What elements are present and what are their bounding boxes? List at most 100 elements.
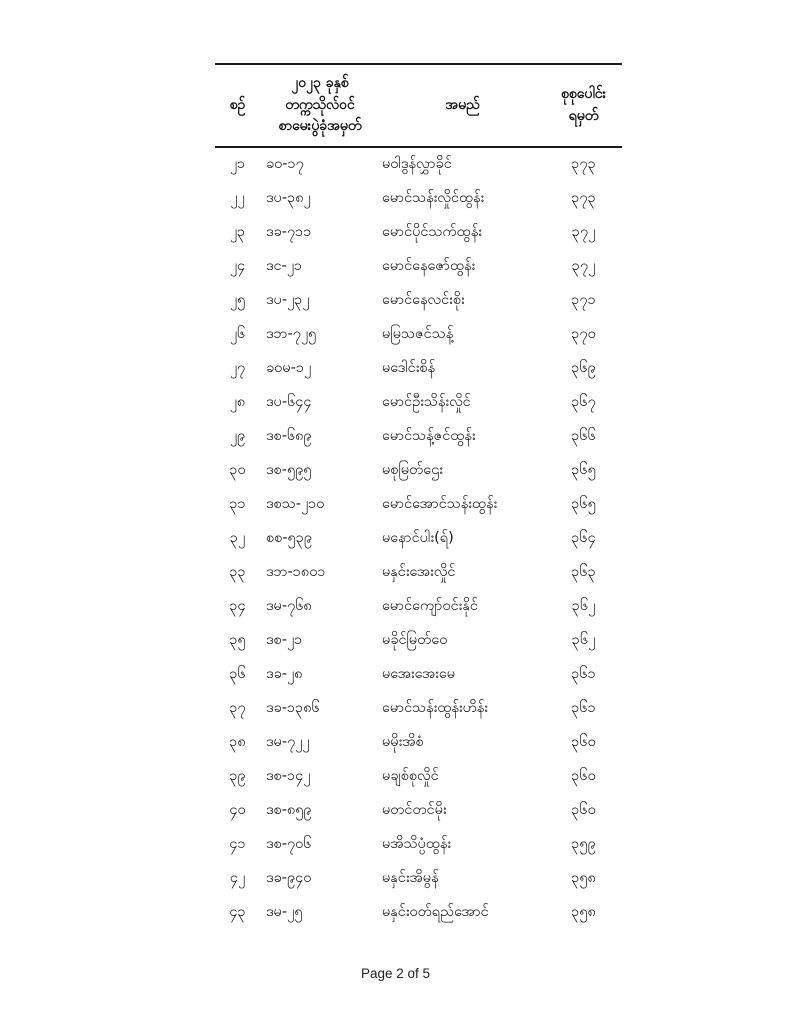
table-row: ၂၉ ဒစ-၆၈၉ မောင်သန့်ဇင်ထွန်း ၃၆၆ xyxy=(215,420,622,454)
cell-total-marks: ၃၆၃ xyxy=(571,563,596,580)
cell-roll-number: ဒပ-၃၈၂ xyxy=(266,189,311,206)
table-row: ၂၅ ဒပ-၂၃၂ မောင်နေလင်းစိုး ၃၇၁ xyxy=(215,284,622,318)
cell-roll-number: ဒပ-၂၃၂ xyxy=(266,291,310,308)
cell-total-marks: ၃၆၅ xyxy=(571,495,596,512)
cell-serial: ၃၈ xyxy=(229,733,246,750)
cell-roll-number: ဒစ-၅၉၅ xyxy=(266,461,312,478)
cell-name: မောင်ကျော်ဝင်းနိုင် xyxy=(382,597,478,614)
header-total-line1: စုစုပေါင်း xyxy=(560,85,607,102)
cell-serial: ၃၉ xyxy=(229,767,246,784)
cell-total-marks: ၃၅၈ xyxy=(571,903,596,920)
table-row: ၃၇ ဒခ-၁၃၈၆ မောင်သန်းထွန်းဟိန်း ၃၆၁ xyxy=(215,692,622,726)
table-row: ၄၁ ဒစ-၇၀၆ မအိသိပ္ပံထွန်း ၃၅၉ xyxy=(215,828,622,862)
cell-serial: ၃၄ xyxy=(229,597,246,614)
cell-name: မောင်သန်းလှိုင်ထွန်း xyxy=(382,189,485,206)
table-row: ၃၉ ဒစ-၁၄၂ မချစ်စုလှိုင် ၃၆၀ xyxy=(215,760,622,794)
cell-name: မောင်ပိုင်သက်ထွန်း xyxy=(382,223,482,240)
cell-total-marks: ၃၅၉ xyxy=(571,835,596,852)
cell-total-marks: ၃၇၃ xyxy=(571,155,596,172)
table-row: ၂၇ ခဝမ-၁၂ မဒေါင်းစိန် ၃၆၉ xyxy=(215,352,622,386)
cell-roll-number: ဒင-၂၁ xyxy=(266,257,303,274)
cell-name: မချစ်စုလှိုင် xyxy=(382,767,439,784)
cell-serial: ၂၃ xyxy=(229,223,246,240)
header-roll-line3: စာမေးပွဲခုံအမှတ် xyxy=(278,118,362,135)
cell-total-marks: ၃၆၁ xyxy=(571,665,596,682)
cell-serial: ၃၃ xyxy=(229,563,246,580)
table-row: ၄၃ ဒမ-၂၅ မနှင်းဝတ်ရည်အောင် ၃၅၈ xyxy=(215,896,622,930)
table-row: ၃၂ စစ-၅၃၉ မနောင်ပါး(ရ်) ၃၆၄ xyxy=(215,522,622,556)
table-row: ၂၂ ဒပ-၃၈၂ မောင်သန်းလှိုင်ထွန်း ၃၇၃ xyxy=(215,182,622,216)
cell-roll-number: ဒမ-၇၂၂ xyxy=(266,733,310,750)
cell-serial: ၂၉ xyxy=(229,427,246,444)
cell-name: မဝါဒွန်လွှာခိုင် xyxy=(382,155,452,172)
cell-serial: ၂၆ xyxy=(229,325,246,342)
cell-roll-number: ဒစ-၆၈၉ xyxy=(266,427,312,444)
cell-total-marks: ၃၆၀ xyxy=(571,801,596,818)
cell-roll-number: ဒဘ-၇၂၅ xyxy=(266,325,317,342)
cell-serial: ၄၀ xyxy=(229,801,246,818)
cell-name: မနောင်ပါး(ရ်) xyxy=(382,529,454,546)
cell-roll-number: ဒခ-၁၃၈၆ xyxy=(266,699,320,716)
header-name-label: အမည် xyxy=(445,96,480,113)
cell-roll-number: ဒစ-၁၄၂ xyxy=(266,767,311,784)
cell-roll-number: ခဝ-၁၇ xyxy=(266,155,304,172)
cell-name: မနှင်းဝတ်ရည်အောင် xyxy=(382,903,489,920)
cell-name: မောင်အောင်သန်းထွန်း xyxy=(382,495,498,512)
cell-name: မနှင်းအိမွန် xyxy=(382,869,439,886)
cell-total-marks: ၃၆၅ xyxy=(571,461,596,478)
cell-serial: ၃၆ xyxy=(229,665,246,682)
table-row: ၃၃ ဒဘ-၁၈၀၁ မနှင်းအေးလှိုင် ၃၆၃ xyxy=(215,556,622,590)
table-row: ၄၀ ဒစ-၈၅၉ မတင်တင်မိုး ၃၆၀ xyxy=(215,794,622,828)
header-serial: စဉ် xyxy=(215,64,260,147)
header-name: အမည် xyxy=(380,64,545,147)
results-table-body: ၂၁ ခဝ-၁၇ မဝါဒွန်လွှာခိုင် ၃၇၃ ၂၂ ဒပ-၃၈၂ … xyxy=(215,147,622,930)
header-total-marks: စုစုပေါင်း ရမှတ် xyxy=(545,64,622,147)
table-row: ၂၁ ခဝ-၁၇ မဝါဒွန်လွှာခိုင် ၃၇၃ xyxy=(215,147,622,182)
header-roll-line2: တက္ကသိုလ်ဝင် xyxy=(285,96,355,113)
cell-total-marks: ၃၆၄ xyxy=(571,529,596,546)
cell-total-marks: ၃၆၂ xyxy=(571,597,596,614)
cell-roll-number: ဒစ-၈၅၉ xyxy=(266,801,312,818)
table-row: ၃၈ ဒမ-၇၂၂ မမိုးအိစံ ၃၆၀ xyxy=(215,726,622,760)
cell-serial: ၃၁ xyxy=(229,495,246,512)
header-serial-label: စဉ် xyxy=(229,96,246,113)
table-row: ၃၄ ဒမ-၇၆၈ မောင်ကျော်ဝင်းနိုင် ၃၆၂ xyxy=(215,590,622,624)
cell-name: မအေးအေးမေ xyxy=(382,665,456,682)
cell-serial: ၂၂ xyxy=(230,189,245,206)
cell-total-marks: ၃၆၀ xyxy=(571,767,596,784)
cell-total-marks: ၃၆၀ xyxy=(571,733,596,750)
cell-total-marks: ၃၆၉ xyxy=(571,359,596,376)
header-row: စဉ် ၂၀၂၃ ခုနှစ် တက္ကသိုလ်ဝင် စာမေးပွဲခုံ… xyxy=(215,64,622,148)
results-table: စဉ် ၂၀၂၃ ခုနှစ် တက္ကသိုလ်ဝင် စာမေးပွဲခုံ… xyxy=(215,63,622,930)
cell-total-marks: ၃၇၁ xyxy=(571,291,596,308)
cell-roll-number: ဒခ-၂၈ xyxy=(266,665,303,682)
table-row: ၂၄ ဒင-၂၁ မောင်နေဇော်ထွန်း ၃၇၂ xyxy=(215,250,622,284)
cell-roll-number: ဒခ-၉၄၀ xyxy=(266,869,312,886)
cell-serial: ၂၈ xyxy=(229,393,246,410)
cell-total-marks: ၃၅၈ xyxy=(571,869,596,886)
cell-roll-number: ဒဘ-၁၈၀၁ xyxy=(266,563,326,580)
cell-name: မောင်နေလင်းစိုး xyxy=(382,291,465,308)
cell-serial: ၂၅ xyxy=(229,291,246,308)
cell-name: မခိုင်မြတ်ဝေ xyxy=(382,631,448,648)
table-row: ၂၃ ဒခ-၇၁၁ မောင်ပိုင်သက်ထွန်း ၃၇၂ xyxy=(215,216,622,250)
table-row: ၄၂ ဒခ-၉၄၀ မနှင်းအိမွန် ၃၅၈ xyxy=(215,862,622,896)
table-row: ၂၈ ဒပ-၆၄၄ မောင်ဦးသိန်းလှိုင် ၃၆၇ xyxy=(215,386,622,420)
header-total-line2: ရမှတ် xyxy=(568,107,599,124)
cell-total-marks: ၃၇၂ xyxy=(571,257,596,274)
cell-total-marks: ၃၆၂ xyxy=(571,631,596,648)
cell-serial: ၃၅ xyxy=(229,631,246,648)
header-roll-line1: ၂၀၂၃ ခုနှစ် xyxy=(291,75,349,91)
cell-total-marks: ၃၆၁ xyxy=(571,699,596,716)
cell-serial: ၂၇ xyxy=(229,359,246,376)
cell-roll-number: ဒစ-၂၁ xyxy=(266,631,303,648)
cell-total-marks: ၃၇၀ xyxy=(571,325,596,342)
cell-serial: ၄၁ xyxy=(229,835,246,852)
cell-serial: ၃၂ xyxy=(229,529,246,546)
cell-roll-number: ဒစသ-၂၁၀ xyxy=(266,495,325,512)
cell-serial: ၄၂ xyxy=(229,869,246,886)
cell-serial: ၂၄ xyxy=(229,257,246,274)
cell-name: မတင်တင်မိုး xyxy=(382,801,447,818)
table-row: ၃၁ ဒစသ-၂၁၀ မောင်အောင်သန်းထွန်း ၃၆၅ xyxy=(215,488,622,522)
